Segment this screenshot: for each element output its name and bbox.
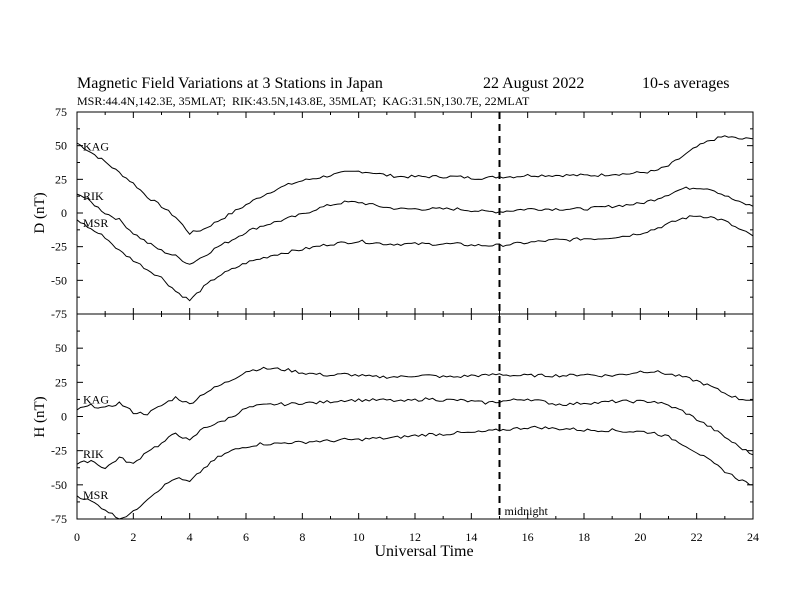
station-label-msr: MSR <box>83 216 108 230</box>
h-panel-frame <box>76 313 754 520</box>
x-tick-label: 10 <box>353 530 365 544</box>
d-panel-frame <box>76 111 754 315</box>
series-line-kag <box>76 135 754 235</box>
station-label-kag: KAG <box>83 139 109 153</box>
chart-title: Magnetic Field Variations at 3 Stations … <box>77 75 383 92</box>
d-ylabel: D (nT) <box>32 192 48 233</box>
series-line-msr <box>76 215 754 302</box>
x-tick-label: 16 <box>522 530 534 544</box>
y-tick-label: -25 <box>51 240 67 254</box>
midnight-label: midnight <box>505 504 549 518</box>
y-tick-label: 0 <box>61 206 67 220</box>
y-tick-label: -50 <box>51 273 67 287</box>
station-labels: KAG RIK MSR KAG RIK MSR <box>83 139 109 502</box>
x-tick-label: 20 <box>634 530 646 544</box>
series-lines <box>76 135 754 520</box>
y-tick-label: 25 <box>55 172 67 186</box>
x-tick-label: 24 <box>747 530 759 544</box>
series-line-msr <box>76 425 754 520</box>
x-tick-label: 4 <box>187 530 193 544</box>
midnight-annotation: midnight <box>498 112 549 519</box>
chart-date: 22 August 2022 <box>483 75 584 92</box>
y-tick-label: 50 <box>55 341 67 355</box>
y-tick-label: 0 <box>61 410 67 424</box>
y-tick-label: -75 <box>51 512 67 526</box>
x-tick-label: 6 <box>243 530 249 544</box>
x-tick-label: 8 <box>299 530 305 544</box>
y-tick-label: -75 <box>51 307 67 321</box>
x-tick-label: 0 <box>74 530 80 544</box>
y-tick-label: -50 <box>51 478 67 492</box>
x-tick-label: 12 <box>409 530 421 544</box>
station-label-rik: RIK <box>83 189 104 203</box>
x-tick-label: 18 <box>578 530 590 544</box>
y-tick-label: 75 <box>55 105 67 119</box>
x-tick-label: 22 <box>691 530 703 544</box>
x-tick-label: 2 <box>130 530 136 544</box>
chart-subtitle: MSR:44.4N,142.3E, 35MLAT; RIK:43.5N,143.… <box>77 94 530 108</box>
series-line-rik <box>76 186 754 265</box>
station-label-rik: RIK <box>83 447 104 461</box>
station-label-msr: MSR <box>83 488 108 502</box>
station-label-kag: KAG <box>83 393 109 407</box>
x-tick-label: 14 <box>465 530 477 544</box>
series-line-kag <box>76 366 754 416</box>
x-axis-label: Universal Time <box>374 543 473 560</box>
y-tick-label: 50 <box>55 139 67 153</box>
chart-averaging: 10-s averages <box>642 75 730 92</box>
h-ylabel: H (nT) <box>32 396 48 437</box>
y-tick-label: -25 <box>51 444 67 458</box>
series-line-rik <box>76 397 754 470</box>
y-tick-label: 25 <box>55 375 67 389</box>
